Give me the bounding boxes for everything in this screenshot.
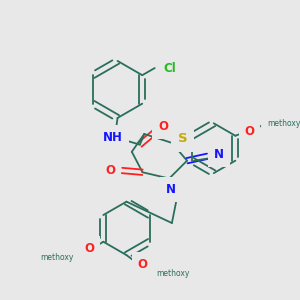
Text: O: O — [105, 164, 116, 177]
Text: N: N — [214, 148, 224, 161]
Text: O: O — [84, 242, 94, 255]
Text: Cl: Cl — [164, 61, 176, 75]
Text: O: O — [158, 120, 168, 133]
Text: O: O — [137, 258, 148, 272]
Text: NH: NH — [103, 131, 123, 144]
Text: methoxy: methoxy — [156, 269, 189, 278]
Text: methoxy: methoxy — [267, 119, 300, 128]
Text: N: N — [166, 183, 176, 196]
Text: methoxy: methoxy — [40, 253, 74, 262]
Text: S: S — [178, 132, 188, 145]
Text: O: O — [244, 125, 255, 138]
